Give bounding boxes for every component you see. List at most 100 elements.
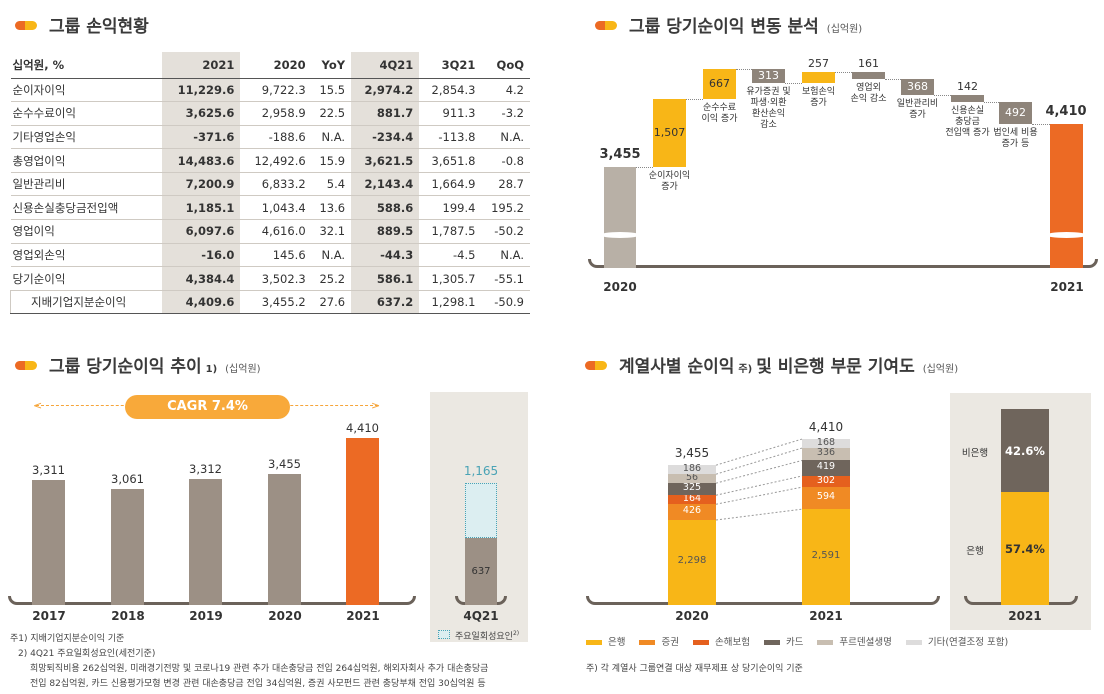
legend-swatch — [586, 640, 602, 645]
bar-value: 667 — [709, 77, 730, 91]
column-header: 3Q21 — [419, 52, 482, 79]
bar-value: 313 — [758, 69, 779, 83]
step-label-line: 영업외 — [856, 82, 881, 93]
cagr-badge: CAGR 7.4% — [125, 395, 290, 419]
bracket — [586, 596, 940, 605]
quarter-bar-onetime — [465, 482, 497, 539]
table-cell: 6,097.6 — [162, 219, 241, 244]
legend-item: 은행 — [586, 634, 625, 648]
table-cell: N.A. — [481, 125, 530, 150]
table-cell: 1,787.5 — [419, 219, 482, 244]
share-label-nonbank: 비은행 — [961, 447, 989, 459]
table-cell: 3,621.5 — [351, 148, 420, 173]
table-cell: 2,958.9 — [240, 101, 312, 126]
table-cell: -4.5 — [419, 243, 482, 268]
share-nonbank-value: 42.6% — [1005, 443, 1045, 458]
table-cell: -0.8 — [481, 148, 530, 173]
trend-bar — [189, 479, 222, 605]
step-label-line: 환산손익 — [751, 109, 786, 120]
bar-label-end: 4,410 — [1045, 104, 1087, 120]
stack-segment — [802, 460, 850, 476]
row-label: 신용손실충당금전입액 — [10, 195, 163, 221]
table-row: 영업이익 6,097.6 4,616.0 32.1 889.5 1,787.5 -50.2 — [10, 219, 530, 244]
segment-value: 426 — [682, 505, 702, 517]
table-cell: 2,143.4 — [351, 172, 420, 197]
share-bank — [1001, 492, 1049, 605]
segment-value: 336 — [816, 447, 836, 459]
title-text: 그룹 손익현황 — [49, 17, 149, 37]
connector-line — [885, 78, 901, 80]
step-label-line: 전입액 증가 — [945, 127, 990, 138]
stack-segment — [802, 475, 850, 488]
table-cell: -113.8 — [419, 125, 482, 150]
step-label-line: 이익 증가 — [701, 114, 738, 125]
step-label-line: 보험손익 — [801, 87, 836, 98]
table-cell: 199.4 — [419, 195, 482, 221]
table-cell: 32.1 — [311, 219, 352, 244]
row-label: 순수수료이익 — [10, 101, 163, 126]
section-title-income: 그룹 손익현황 — [15, 12, 149, 37]
footnote-2: 2) 4Q21 주요일회성요인(세전기준) — [18, 649, 156, 659]
legend-label: 손해보험 — [714, 637, 750, 648]
table-cell: N.A. — [481, 243, 530, 268]
x-label: 2017 — [32, 609, 66, 623]
title-text: 그룹 당기순이익 변동 분석 — [629, 17, 819, 37]
step-label-line: 일반관리비 — [896, 99, 939, 110]
trend-bar — [268, 474, 301, 605]
bar-label-start: 3,455 — [599, 147, 641, 162]
legend-label: 주요일회성요인 — [455, 632, 513, 642]
step-label-line: 법인세 비용 — [993, 128, 1038, 139]
row-label: 기타영업손익 — [10, 125, 163, 150]
legend-item: 카드 — [763, 634, 803, 648]
table-cell: 1,664.9 — [419, 172, 482, 197]
table-cell: -371.6 — [162, 125, 241, 150]
affiliate-footnote: 주) 각 계열사 그룹연결 대상 재무제표 상 당기순이익 기준 — [586, 664, 803, 674]
table-cell: 28.7 — [481, 172, 530, 197]
legend-item: 기타(연결조정 포함) — [905, 634, 1008, 648]
x-label-end: 2021 — [1050, 280, 1084, 294]
stack-total: 4,410 — [808, 420, 844, 435]
x-label: 2021 — [346, 609, 380, 623]
waterfall-bar — [901, 78, 934, 96]
stack-segment — [802, 448, 850, 461]
arrow-right-icon: > — [371, 399, 381, 412]
row-label: 총영업이익 — [10, 148, 163, 173]
connector-line — [715, 447, 803, 475]
title-text: 그룹 당기순이익 추이 — [49, 357, 202, 377]
share-nonbank — [1001, 409, 1049, 493]
connector-line — [715, 475, 803, 496]
table-cell: -50.9 — [481, 290, 530, 315]
connector-line — [715, 508, 803, 521]
stack-segment — [668, 474, 716, 484]
step-label-line: 신용손실 — [950, 105, 985, 116]
connector-line — [715, 459, 803, 484]
stack-segment — [802, 487, 850, 510]
connector-line — [1032, 124, 1050, 126]
table-cell: 2,854.3 — [419, 78, 482, 103]
table-cell: 1,185.1 — [162, 195, 241, 221]
axis-break-icon — [600, 232, 640, 238]
segment-value: 186 — [682, 462, 702, 474]
income-table: 십억원, % 2021 2020 YoY 4Q21 3Q21 QoQ 순이자이익 11,229.… — [10, 52, 530, 315]
footnote-1: 주1) 지배기업지분순이익 기준 — [10, 634, 125, 644]
table-cell: 1,305.7 — [419, 266, 482, 291]
trend-bar — [346, 437, 379, 605]
column-header: 4Q21 — [351, 52, 420, 79]
step-label: 순이자이익 증가 — [631, 171, 708, 193]
step-label: 법인세 비용 증가 등 — [977, 128, 1054, 150]
x-label: 2020 — [675, 609, 709, 623]
share-label-bank: 은행 — [966, 545, 984, 557]
stack-segment — [668, 483, 716, 496]
connector-line — [835, 71, 852, 73]
trend-bar — [32, 479, 65, 605]
segment-value: 2,298 — [677, 555, 707, 567]
table-cell: N.A. — [311, 125, 352, 150]
x-label: 2021 — [809, 609, 843, 623]
waterfall-bar — [852, 71, 885, 79]
step-label: 유가증권 및 파생·외환 환산손익 감소 — [730, 87, 807, 131]
x-label: 2019 — [189, 609, 223, 623]
segment-value: 164 — [682, 492, 702, 504]
bar-value: 492 — [1005, 105, 1026, 119]
legend-item: 손해보험 — [692, 634, 750, 648]
table-cell: 4,409.6 — [162, 290, 241, 315]
